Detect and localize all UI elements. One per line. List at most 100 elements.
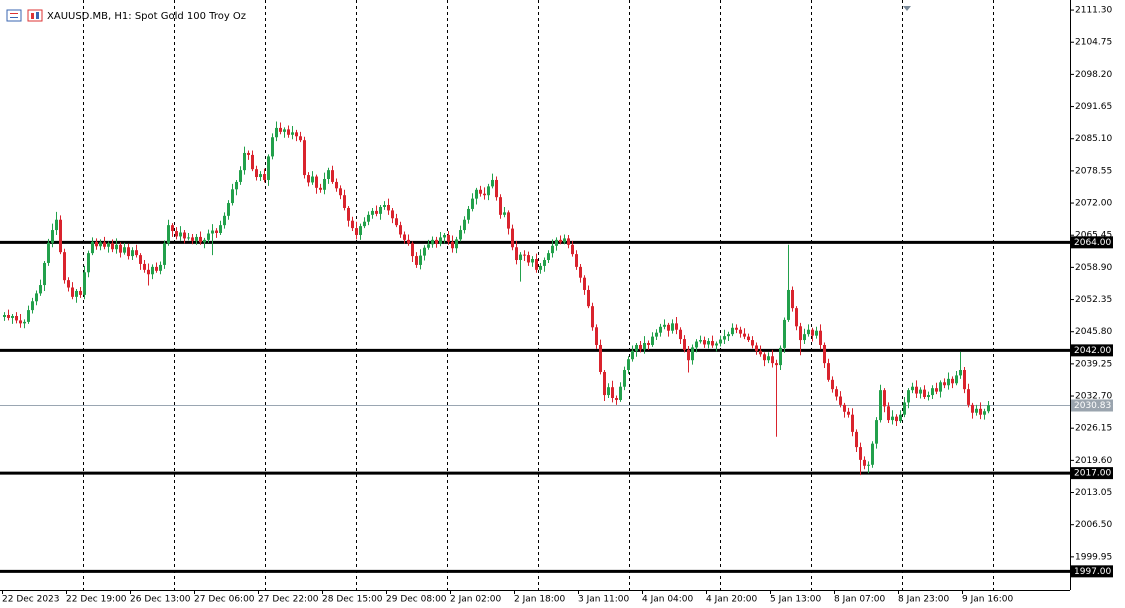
- candle-body: [367, 214, 370, 222]
- candle-body: [411, 243, 414, 257]
- candle-body: [803, 334, 806, 341]
- candle-body: [683, 339, 686, 350]
- candle-body: [159, 264, 162, 271]
- candle-body: [903, 402, 906, 415]
- candle-body: [123, 247, 126, 253]
- candle-body: [191, 237, 194, 241]
- candle-body: [707, 341, 710, 345]
- x-tick-label: 2 Jan 02:00: [450, 595, 502, 605]
- candle-body: [819, 330, 822, 345]
- candle-body: [815, 330, 818, 336]
- candle-body: [315, 176, 318, 188]
- candle-body: [635, 344, 638, 351]
- candle-body: [959, 370, 962, 376]
- candle-body: [627, 359, 630, 371]
- candle-body: [51, 230, 54, 243]
- candle-body: [887, 406, 890, 421]
- candle-body: [451, 241, 454, 249]
- x-tick-label: 8 Jan 23:00: [898, 595, 950, 605]
- candle-body: [607, 387, 610, 396]
- candle-body: [175, 231, 178, 237]
- candle-body: [723, 336, 726, 340]
- candle-body: [511, 228, 514, 248]
- candle-body: [543, 260, 546, 266]
- icon-bar: [36, 12, 39, 19]
- y-tick-label: 2032.70: [1075, 392, 1112, 402]
- x-tick-label: 22 Dec 2023: [2, 595, 60, 605]
- level-box: [1071, 467, 1113, 480]
- candle-body: [375, 210, 378, 214]
- candle-body: [331, 170, 334, 182]
- candle-body: [443, 234, 446, 238]
- candle-body: [679, 329, 682, 340]
- candle-body: [243, 152, 246, 171]
- candle-body: [187, 237, 190, 239]
- candle-body: [487, 186, 490, 196]
- x-tick-label: 4 Jan 04:00: [642, 595, 694, 605]
- candle-body: [387, 205, 390, 211]
- candle-body: [43, 262, 46, 286]
- x-tick-label: 9 Jan 16:00: [962, 595, 1014, 605]
- candle-body: [495, 179, 498, 198]
- candle-body: [111, 243, 114, 250]
- candle-body: [355, 228, 358, 235]
- candle-body: [83, 272, 86, 295]
- candle-body: [599, 344, 602, 372]
- candles: [3, 121, 990, 476]
- marker-triangle: [903, 6, 911, 11]
- candle-body: [287, 129, 290, 135]
- candle-body: [983, 411, 986, 415]
- candle-body: [867, 464, 870, 466]
- candle-body: [831, 379, 834, 390]
- candle-body: [347, 207, 350, 221]
- candle-body: [459, 230, 462, 240]
- y-tick-label: 2072.00: [1075, 199, 1112, 209]
- candle-body: [863, 459, 866, 466]
- candle-body: [139, 255, 142, 264]
- candle-body: [99, 242, 102, 247]
- y-tick-label: 2026.15: [1075, 424, 1112, 434]
- candle-body: [719, 339, 722, 344]
- candle-body: [491, 179, 494, 187]
- candle-body: [75, 290, 78, 297]
- candle-body: [895, 416, 898, 422]
- candle-body: [567, 238, 570, 245]
- candle-body: [951, 378, 954, 384]
- candle-body: [759, 350, 762, 355]
- candle-body: [343, 195, 346, 208]
- candle-body: [35, 293, 38, 302]
- candle-body: [911, 386, 914, 391]
- level-label: 2017.00: [1074, 469, 1111, 479]
- y-tick-label: 2013.05: [1075, 488, 1112, 498]
- candle-body: [939, 382, 942, 392]
- chart-title: XAUUSD.MB, H1: Spot Gold 100 Troy Oz: [47, 11, 246, 22]
- candle-body: [363, 221, 366, 227]
- candle-body: [771, 356, 774, 364]
- candle-body: [427, 244, 430, 248]
- current-price-box: [1071, 399, 1113, 412]
- candle-body: [479, 189, 482, 194]
- candle-body: [519, 254, 522, 261]
- candle-body: [539, 265, 542, 270]
- candle-body: [847, 411, 850, 415]
- candle-body: [279, 127, 282, 132]
- candle-body: [95, 241, 98, 247]
- candle-body: [503, 212, 506, 215]
- candle-body: [103, 242, 106, 247]
- candle-body: [467, 208, 470, 220]
- level-label: 2042.00: [1074, 346, 1111, 356]
- candle-body: [463, 219, 466, 231]
- candle-body: [711, 341, 714, 346]
- candle-body: [675, 323, 678, 330]
- x-tick-label: 3 Jan 11:00: [578, 595, 630, 605]
- candle-body: [127, 247, 130, 257]
- candle-body: [967, 389, 970, 405]
- candle-body: [167, 225, 170, 244]
- candle-body: [235, 181, 238, 190]
- candle-body: [619, 386, 622, 400]
- candle-body: [579, 266, 582, 278]
- candle-body: [851, 414, 854, 432]
- candle-body: [143, 263, 146, 270]
- candle-body: [371, 210, 374, 215]
